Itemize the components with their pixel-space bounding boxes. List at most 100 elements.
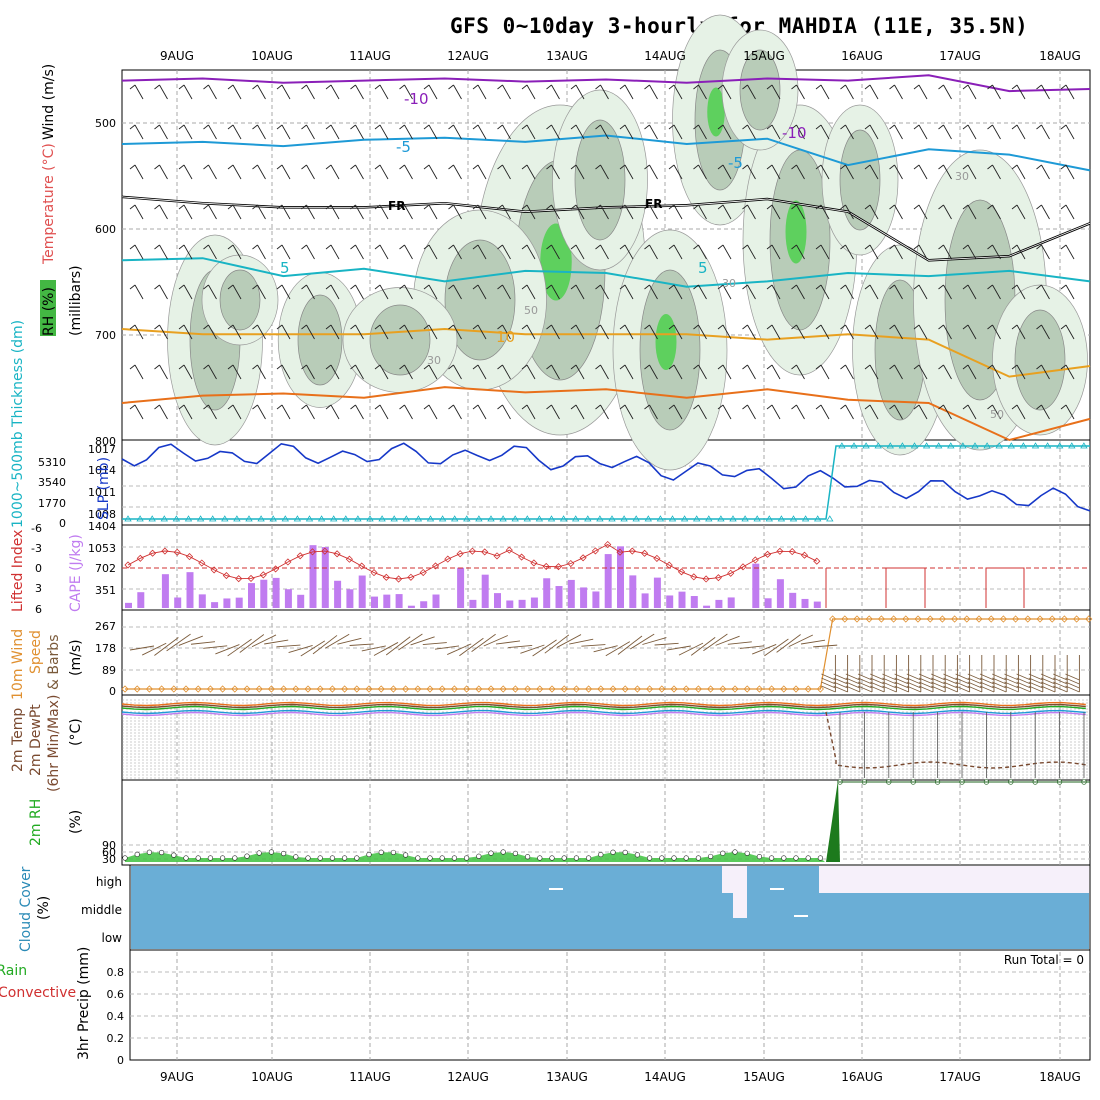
thickness-marker [862,442,870,449]
rh-shade-mid [1014,309,1066,411]
rh-marker [707,853,714,860]
wind-barb [619,284,634,300]
wind-barb10-flag [918,673,934,681]
date-bottom-17AUG: 17AUG [939,1070,981,1084]
barb-flag [913,364,920,370]
wind-barb [472,324,487,340]
wind-barb10 [349,643,374,646]
wind-barb10 [764,638,789,657]
cape-panel-content [122,540,1090,608]
wind-barb [766,324,781,340]
wind-barb [889,84,903,100]
thickness-marker [765,515,774,522]
barb-flag [938,244,944,250]
wind-barb [497,324,511,340]
wind-barb [668,204,683,220]
barb-flag [350,284,356,290]
barb-staff [355,164,364,180]
wind-speed-line [125,618,1089,690]
barb-staff [600,84,609,100]
thickness-marker [281,515,290,522]
barb-staff [379,324,389,340]
barb-staff [453,84,462,100]
barb-flag [962,124,969,130]
wind-barb [325,84,340,100]
barb-flag [252,284,258,290]
barb-flag [668,324,675,330]
barb-flag [1011,324,1018,330]
wind-barb [644,404,658,420]
barb-flag [766,244,773,250]
barb-flag [546,404,552,410]
date-top-18AUG: 18AUG [1039,49,1081,63]
wind-barb10-flag [979,685,995,693]
panel-frames [121,69,1091,1061]
barb-flag [840,364,846,370]
rh-marker [281,850,287,857]
barb-flag [693,404,699,410]
barb-flag [276,164,283,170]
li-marker [739,563,747,571]
barb-staff [183,84,193,100]
wind-barb [742,324,756,340]
barb-flag [987,284,993,290]
wind-barb [1060,124,1075,140]
barb-flag [987,364,993,370]
wind-barb [178,364,193,380]
thickness-marker [995,442,1003,449]
barb-staff [771,244,781,260]
barb-staff [428,364,438,380]
barb-staff [624,404,634,420]
barb-staff [600,284,609,300]
barb-staff [649,324,658,340]
barb-flag [815,204,822,210]
barb-flag [472,164,479,170]
thickness-marker [644,515,653,522]
cloud-gap-c [549,888,563,890]
wind-barb [374,404,389,420]
wind-barb [815,324,830,340]
barb-staff [404,164,413,180]
contour-5 [121,257,1091,288]
date-bottom-18AUG: 18AUG [1039,1070,1081,1084]
barb-flag [987,164,993,170]
wind-barb [546,324,560,340]
wind-barb [497,124,511,140]
barb-flag [938,404,944,410]
barb-flag [521,164,528,170]
wind-barb10 [654,642,679,646]
wind-barb10 [788,634,813,648]
wind-barb [742,284,756,300]
wind-barb [546,84,560,100]
barb-flag [1011,164,1018,170]
wind-barb [276,84,291,100]
cape-bar [592,591,600,608]
wind-barb [889,364,903,380]
wind-barb10-flag [845,677,860,685]
rh-marker [451,855,458,861]
wind-barb [693,404,707,420]
wind-barb [717,404,732,420]
barb-staff [134,244,144,260]
barb-flag [546,324,552,330]
barb-staff [698,364,707,380]
wind-barb [154,364,168,380]
barb-staff [379,284,389,300]
wind-barb [987,404,1001,420]
rh-marker [488,850,494,856]
barb-flag [374,284,381,290]
barb-staff [624,84,634,100]
wind-barb [472,364,487,380]
temp-line [121,701,1086,707]
cape-bar [334,580,342,608]
barb-flag [766,324,773,330]
cape-bar [727,597,735,608]
barb-flag [595,244,601,250]
thickness-marker [378,515,386,522]
rh-marker [183,855,189,861]
barb-staff [894,84,903,100]
barb-staff [526,324,536,340]
wind-barb [693,364,707,380]
barb-flag [717,84,724,90]
barb-flag [178,204,185,210]
